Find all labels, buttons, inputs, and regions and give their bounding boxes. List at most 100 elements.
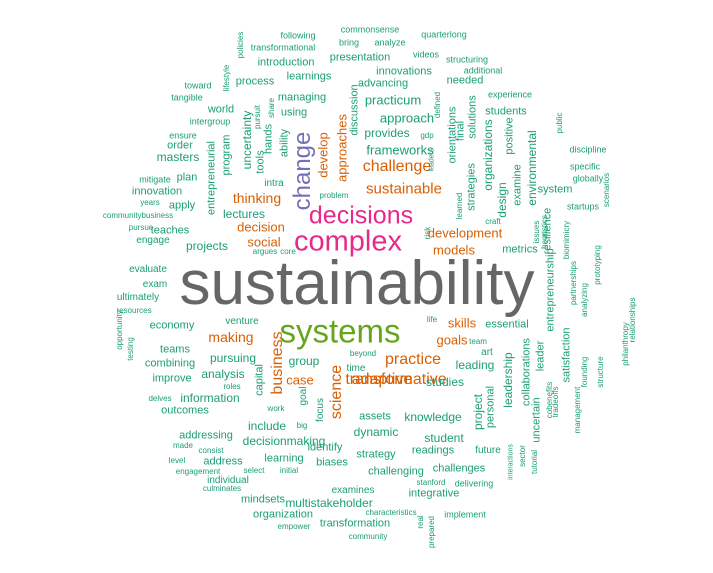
word: approaches xyxy=(334,114,350,182)
word: heuristics xyxy=(540,215,549,249)
word: lifestyle xyxy=(222,64,231,92)
word: transformational xyxy=(250,42,316,53)
word: scenarios xyxy=(602,172,611,208)
word: dynamic xyxy=(353,425,399,439)
word: skills xyxy=(447,315,477,331)
word: capital xyxy=(253,364,266,396)
word: orientations xyxy=(446,106,459,164)
word: metrics xyxy=(502,243,538,256)
word: leading xyxy=(455,358,495,372)
word: process xyxy=(235,75,275,88)
word: analysis xyxy=(201,367,245,381)
word: select xyxy=(243,466,265,475)
word: work xyxy=(267,404,285,413)
word: prepared xyxy=(427,515,436,549)
word: stanford xyxy=(416,478,446,487)
word: uncertain xyxy=(530,397,543,443)
word: life xyxy=(426,315,438,324)
word: assets xyxy=(359,410,391,423)
word: individual xyxy=(207,475,249,486)
word: models xyxy=(433,242,475,258)
word: plan xyxy=(176,171,198,184)
word: organizations xyxy=(481,119,495,191)
word: public xyxy=(555,112,564,134)
word: argues xyxy=(252,247,278,256)
word: develop xyxy=(315,132,331,178)
word: learnings xyxy=(286,70,332,83)
word: specific xyxy=(569,161,601,172)
word: advancing xyxy=(357,77,409,90)
word: student xyxy=(424,431,464,445)
word: beyond xyxy=(349,349,377,358)
word: focus xyxy=(315,398,326,422)
word: include xyxy=(247,419,287,433)
word: quarterlong xyxy=(421,29,467,40)
word: uncertainty xyxy=(240,110,254,170)
word: startups xyxy=(566,201,600,212)
word: needed xyxy=(446,74,484,87)
word: science xyxy=(328,364,345,420)
word: globally xyxy=(572,173,604,184)
word: project xyxy=(471,393,485,431)
word: culminates xyxy=(202,484,242,493)
word: essential xyxy=(485,318,529,331)
word: solutions xyxy=(466,95,479,139)
word: case xyxy=(286,372,314,388)
word: additional xyxy=(463,65,503,76)
word: level xyxy=(168,456,186,465)
word: presentation xyxy=(329,51,391,64)
word: projects xyxy=(185,239,229,253)
word: resources xyxy=(116,306,152,315)
word: personal xyxy=(484,385,497,429)
word: implement xyxy=(444,509,486,520)
word: made xyxy=(172,441,194,450)
word: big xyxy=(296,421,308,430)
word: decisionmaking xyxy=(242,434,326,448)
word: readings xyxy=(411,444,455,457)
word: identify xyxy=(307,441,343,454)
word: roles xyxy=(223,382,241,391)
word: social xyxy=(247,234,281,250)
word: tangible xyxy=(171,92,203,103)
word: teaches xyxy=(150,224,190,237)
word: founding xyxy=(580,356,589,388)
word: biomimicry xyxy=(562,220,571,260)
word: strategy xyxy=(356,448,396,461)
word: making xyxy=(208,329,254,345)
word: structuring xyxy=(445,54,489,65)
word: challenges xyxy=(432,462,486,475)
word: goal xyxy=(298,386,309,406)
word: art xyxy=(481,347,493,358)
word: discussion xyxy=(348,84,361,136)
word: challenge xyxy=(362,158,432,175)
word: approach xyxy=(379,110,435,126)
word: sector xyxy=(518,445,527,467)
word: engage xyxy=(136,235,170,246)
word: practicum xyxy=(364,92,422,108)
word: innovations xyxy=(376,65,432,78)
word: consist xyxy=(198,446,224,455)
word: masters xyxy=(156,150,200,164)
word: interactions xyxy=(507,444,515,480)
word: intra xyxy=(264,178,284,189)
word: policies xyxy=(236,31,245,59)
word: characteristics xyxy=(365,508,417,517)
word: pursuing xyxy=(209,351,257,365)
word: commonsense xyxy=(340,24,400,35)
word: testing xyxy=(126,337,135,361)
word: system xyxy=(537,183,573,196)
word: ability xyxy=(278,128,291,158)
word: practice xyxy=(384,351,442,368)
word: core xyxy=(280,247,296,256)
word: organization xyxy=(253,508,313,521)
word: using xyxy=(280,106,308,119)
word: lectures xyxy=(222,207,266,221)
word: positive xyxy=(503,117,516,155)
word: future xyxy=(475,445,501,456)
word: bring xyxy=(338,37,360,48)
word: decisions xyxy=(308,201,414,230)
word: examines xyxy=(331,485,375,496)
word: time xyxy=(346,363,366,374)
word: collaborations xyxy=(520,338,533,406)
